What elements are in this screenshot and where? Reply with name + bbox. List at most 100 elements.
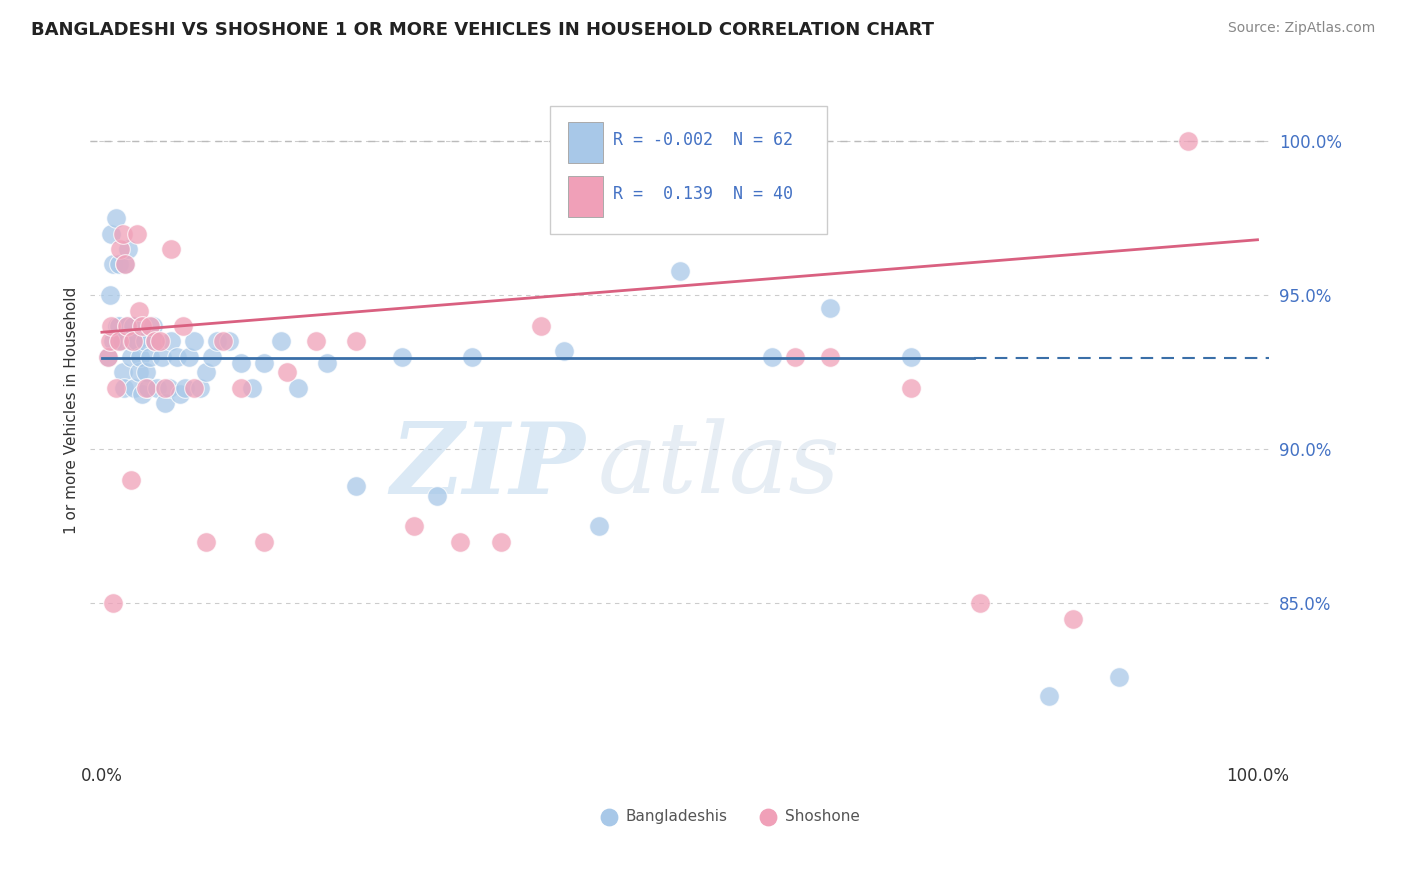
Point <box>253 356 276 370</box>
Point <box>194 534 217 549</box>
Point <box>100 319 122 334</box>
Point <box>114 257 136 271</box>
Point <box>139 319 162 334</box>
Point <box>1062 612 1084 626</box>
Point <box>160 242 183 256</box>
Point <box>530 319 553 334</box>
Point <box>131 319 153 334</box>
Point <box>143 334 166 349</box>
Point <box>117 319 139 334</box>
Point <box>105 319 128 334</box>
Point <box>344 479 367 493</box>
Point <box>229 381 252 395</box>
Bar <box>568 177 603 217</box>
Point <box>402 519 425 533</box>
Point <box>1108 670 1130 684</box>
Point <box>207 334 229 349</box>
Point <box>201 350 224 364</box>
Point <box>104 211 127 226</box>
Point <box>134 334 156 349</box>
Point <box>785 350 807 364</box>
Point <box>166 350 188 364</box>
Point <box>103 597 125 611</box>
Point <box>100 227 122 241</box>
Point <box>818 350 841 364</box>
Point <box>98 334 121 349</box>
Point <box>103 334 125 349</box>
Point <box>122 381 145 395</box>
Point <box>121 334 143 349</box>
Point <box>110 334 132 349</box>
Point <box>110 242 132 256</box>
Point <box>177 350 200 364</box>
Text: R = -0.002  N = 62: R = -0.002 N = 62 <box>613 131 793 149</box>
Point <box>120 473 142 487</box>
Point <box>114 257 136 271</box>
Point <box>149 334 172 349</box>
Point <box>111 227 134 241</box>
Point <box>128 365 150 379</box>
Point <box>183 334 205 349</box>
Point <box>97 350 120 364</box>
Point <box>391 350 413 364</box>
Point <box>1177 134 1199 148</box>
Text: atlas: atlas <box>598 418 839 514</box>
Point <box>588 519 610 533</box>
Point <box>900 350 922 364</box>
Text: BANGLADESHI VS SHOSHONE 1 OR MORE VEHICLES IN HOUSEHOLD CORRELATION CHART: BANGLADESHI VS SHOSHONE 1 OR MORE VEHICL… <box>31 21 934 39</box>
Y-axis label: 1 or more Vehicles in Household: 1 or more Vehicles in Household <box>65 287 79 534</box>
Point <box>135 381 157 395</box>
Point <box>553 343 575 358</box>
Point <box>143 334 166 349</box>
Point <box>135 365 157 379</box>
Text: Shoshone: Shoshone <box>785 809 859 824</box>
Point <box>108 257 131 271</box>
FancyBboxPatch shape <box>550 105 827 234</box>
Point <box>155 396 177 410</box>
Point <box>761 350 783 364</box>
Point <box>183 381 205 395</box>
Point <box>120 350 142 364</box>
Point <box>155 381 177 395</box>
Point <box>229 356 252 370</box>
Point <box>142 319 165 334</box>
Point <box>270 334 292 349</box>
Point <box>122 319 145 334</box>
Point <box>253 534 276 549</box>
Point <box>276 365 298 379</box>
Point <box>818 301 841 315</box>
Text: R =  0.139  N = 40: R = 0.139 N = 40 <box>613 186 793 203</box>
Point <box>287 381 309 395</box>
Point <box>108 319 131 334</box>
Point <box>103 257 125 271</box>
Point <box>117 242 139 256</box>
Point <box>97 350 120 364</box>
Point <box>900 381 922 395</box>
Point <box>104 381 127 395</box>
Point <box>150 350 173 364</box>
Point <box>212 334 235 349</box>
Point <box>112 381 135 395</box>
Point <box>139 350 162 364</box>
Point <box>668 263 690 277</box>
Point <box>157 381 180 395</box>
Point <box>174 381 197 395</box>
Point <box>489 534 512 549</box>
Point <box>108 334 131 349</box>
Point <box>218 334 240 349</box>
Point <box>98 288 121 302</box>
Point <box>129 350 152 364</box>
Point <box>194 365 217 379</box>
Point <box>172 319 194 334</box>
Point <box>160 334 183 349</box>
Point <box>125 227 148 241</box>
Text: Source: ZipAtlas.com: Source: ZipAtlas.com <box>1227 21 1375 36</box>
Point <box>188 381 211 395</box>
Point <box>344 334 367 349</box>
Point <box>316 356 339 370</box>
Point <box>125 334 148 349</box>
Point <box>131 387 153 401</box>
Point <box>122 334 145 349</box>
Point <box>305 334 328 349</box>
Point <box>146 381 169 395</box>
